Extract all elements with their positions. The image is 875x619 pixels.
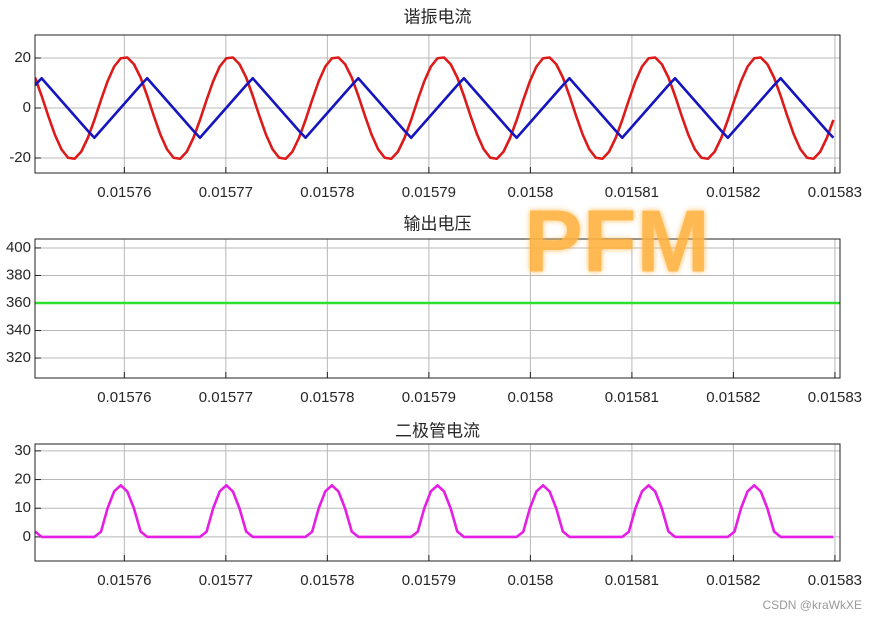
x-tick-label: 0.0158 — [507, 184, 553, 201]
subplot: 输出电压 0.01576 0.01577 0.01578 0.01579 0.0158 0.… — [6, 214, 862, 405]
x-tick-label: 0.0158 — [507, 389, 553, 406]
plot-frame — [34, 34, 841, 174]
x-tick-label: 0.01579 — [402, 389, 456, 406]
subplot-title: 二极管电流 — [395, 421, 480, 440]
y-tick-label: 10 — [14, 499, 31, 516]
x-tick-label: 0.01578 — [300, 184, 354, 201]
y-tick-label: 400 — [6, 239, 31, 256]
x-tick-label: 0.01577 — [199, 389, 253, 406]
x-tick-label: 0.01577 — [199, 184, 253, 201]
x-tick-label: 0.01581 — [605, 184, 659, 201]
y-tick-label: 20 — [14, 471, 31, 488]
subplot: 二极管电流 0.01576 0.01577 0.01578 0.01579 0.0158 0… — [14, 421, 862, 588]
x-tick-label: 0.01583 — [808, 389, 862, 406]
y-tick-label: 20 — [14, 49, 31, 66]
x-tick-label: 0.01576 — [97, 389, 151, 406]
subplot-title: 输出电压 — [404, 214, 472, 233]
watermark: CSDN @kraWkXE — [762, 598, 862, 612]
x-tick-label: 0.01583 — [808, 184, 862, 201]
x-tick-label: 0.01577 — [199, 572, 253, 589]
y-tick-label: 340 — [6, 321, 31, 338]
y-tick-label: 360 — [6, 294, 31, 311]
series-line — [35, 76, 835, 140]
y-tick-label: 30 — [14, 442, 31, 459]
x-tick-label: 0.01583 — [808, 572, 862, 589]
y-tick-label: 0 — [23, 99, 31, 116]
x-tick-label: 0.01576 — [97, 184, 151, 201]
subplot-title: 谐振电流 — [404, 7, 472, 26]
x-tick-label: 0.01582 — [706, 572, 760, 589]
x-tick-label: 0.01576 — [97, 572, 151, 589]
subplot: 谐振电流 0.01576 0.01577 0.01578 0.01579 0.0158 0.… — [9, 7, 862, 200]
x-tick-label: 0.0158 — [507, 572, 553, 589]
plots: 谐振电流 0.01576 0.01577 0.01578 0.01579 0.0158 0.… — [6, 7, 862, 588]
y-tick-label: -20 — [9, 149, 31, 166]
x-tick-label: 0.01579 — [402, 572, 456, 589]
series-line — [35, 483, 834, 539]
x-tick-label: 0.01579 — [402, 184, 456, 201]
plot-frame — [34, 443, 841, 562]
x-tick-label: 0.01578 — [300, 389, 354, 406]
y-tick-label: 380 — [6, 266, 31, 283]
y-tick-label: 320 — [6, 349, 31, 366]
overlay-text: PFM — [524, 191, 710, 290]
y-tick-label: 0 — [23, 528, 31, 545]
x-tick-label: 0.01582 — [706, 389, 760, 406]
plot-frame — [34, 238, 841, 379]
x-tick-label: 0.01582 — [706, 184, 760, 201]
x-tick-label: 0.01581 — [605, 389, 659, 406]
series-line — [35, 56, 835, 161]
x-tick-label: 0.01578 — [300, 572, 354, 589]
x-tick-label: 0.01581 — [605, 572, 659, 589]
